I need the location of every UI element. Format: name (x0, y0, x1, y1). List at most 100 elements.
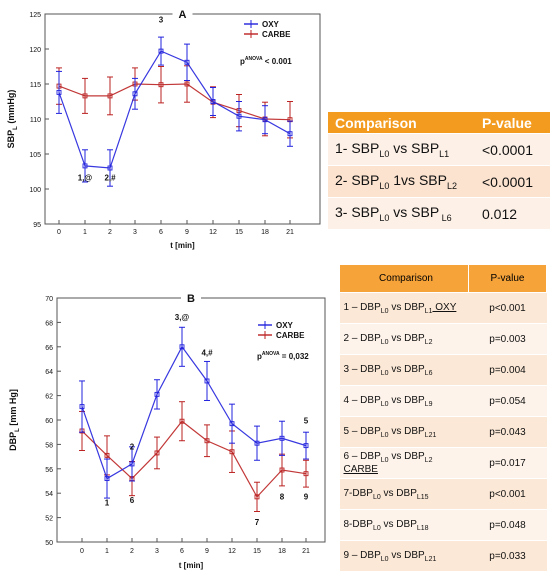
data-point (303, 471, 309, 477)
comparison-cell: 2 – DBPL0 vs DBPL2 (339, 323, 469, 355)
pvalue-cell: p=0.043 (468, 416, 547, 448)
x-tick-label: 3 (155, 548, 159, 555)
subscript: L18 (416, 524, 429, 532)
subscript: L6 (439, 212, 452, 223)
table-row: 2 – DBPL0 vs DBPL2 p=0.003 (339, 323, 547, 355)
comparison-cell: 7-DBPL0 vs DBPL15 (339, 478, 469, 510)
series-line-oxy (58, 50, 291, 169)
y-tick-label: 62 (45, 394, 53, 401)
pvalue-cell: p<0.001 (468, 292, 547, 324)
data-point (154, 450, 160, 456)
title-background (172, 7, 193, 19)
anova-superscript: ANOVA (245, 56, 263, 62)
y-tick-label: 54 (45, 491, 53, 498)
x-tick-label: 9 (205, 548, 209, 555)
x-tick-label: 0 (57, 229, 61, 236)
legend-label: OXY (262, 20, 280, 29)
data-point (56, 89, 62, 95)
data-point (204, 438, 210, 444)
x-tick-label: 6 (159, 229, 163, 236)
legend-label: CARBE (262, 30, 291, 39)
data-point (204, 378, 210, 384)
x-tick-label: 15 (253, 548, 261, 555)
subscript: L0 (380, 369, 389, 377)
pvalue-cell: p=0.048 (468, 509, 547, 541)
comparison-text: vs DBP (388, 394, 425, 406)
table-header-row: Comparison P-value (339, 264, 547, 293)
x-tick-label: 21 (286, 229, 294, 236)
subscript: L0 (380, 400, 389, 408)
subscript: L0 (372, 493, 381, 501)
y-tick-label: 110 (30, 117, 41, 124)
comparison-cell: 5 – DBPL0 vs DBPL21 (339, 416, 469, 448)
x-tick-label: 2 (130, 548, 134, 555)
x-tick-label: 21 (302, 548, 310, 555)
chart-title: B (187, 293, 195, 305)
comparison-cell: 4 – DBPL0 vs DBPL9 (339, 385, 469, 417)
subscript: L2 (424, 457, 433, 464)
table-row: 4 – DBPL0 vs DBPL9 p=0.054 (339, 385, 547, 417)
comparison-text: 9 – DBP (343, 549, 381, 561)
subscript: L0 (372, 524, 381, 532)
y-tick-label: 70 (45, 296, 53, 303)
subscript: L0 (380, 338, 389, 346)
subscript: L21 (424, 555, 437, 563)
y-tick-label: 50 (45, 540, 53, 547)
data-point (158, 48, 164, 54)
comparison-text: 2- SBP (335, 172, 380, 189)
data-point (229, 421, 235, 427)
table-row: 1 – DBPL0 vs DBPL1 OXY p<0.001 (339, 292, 547, 324)
subscript: L0 (379, 148, 390, 159)
column-header-pvalue: P-value (475, 112, 550, 134)
data-point (229, 449, 235, 455)
y-axis-label-part: DBP (8, 432, 18, 451)
y-axis-label-part: SBP (6, 130, 16, 149)
comparison-text: vs DBP (388, 363, 425, 375)
data-point (254, 440, 260, 446)
y-tick-label: 100 (29, 187, 41, 194)
y-axis-label: DBPL [mm Hg] (8, 389, 21, 451)
anova-p: p (257, 352, 262, 361)
point-label: 8 (280, 492, 285, 501)
subscript: L15 (416, 493, 429, 501)
comparison-cell: 9 – DBPL0 vs DBPL21 (339, 540, 469, 571)
x-tick-label: 18 (261, 229, 269, 236)
y-axis-label-subscript: L (13, 126, 19, 130)
x-tick-label: 12 (228, 548, 236, 555)
subscript: L1 (424, 307, 433, 315)
comparison-text: 5 – DBP (343, 425, 381, 437)
table-header-row: Comparison P-value (328, 112, 550, 134)
series-line-carbe (58, 83, 291, 121)
y-tick-label: 95 (33, 222, 41, 229)
y-tick-label: 58 (45, 442, 53, 449)
data-point (179, 418, 185, 424)
data-point (287, 131, 293, 137)
data-point (303, 443, 309, 449)
table-row: 3- SBPL0 vs SBP L6 0.012 (328, 197, 550, 229)
comparison-text: 1- SBP (335, 140, 380, 157)
comparison-text: vs SBP (389, 140, 440, 157)
comparison-text: vs DBP (388, 425, 425, 437)
anova-value: < 0.001 (263, 57, 293, 66)
comparison-text: vs DBP (380, 487, 417, 499)
data-point (79, 404, 85, 410)
x-tick-label: 9 (185, 229, 189, 236)
pvalue-cell: p=0.004 (468, 354, 547, 386)
subscript: L6 (424, 369, 433, 377)
data-point (82, 93, 88, 99)
subscript: L0 (380, 555, 389, 563)
y-tick-label: 60 (45, 418, 53, 425)
y-axis-label-part: (mmHg) (6, 90, 16, 127)
data-point (254, 494, 260, 500)
point-label: 1 (105, 498, 110, 507)
subscript: L9 (424, 400, 433, 408)
comparison-text: 6 – DBP (343, 451, 381, 462)
data-point (210, 99, 216, 104)
data-point (154, 391, 160, 397)
comparison-text: 4 – DBP (343, 394, 381, 406)
anova-value: = 0,032 (280, 352, 310, 361)
comparison-text: vs DBP (388, 301, 425, 313)
point-label: 2 (130, 442, 135, 451)
table-row: 2- SBPL0 1vs SBPL2 <0.0001 (328, 165, 550, 198)
column-header-comparison: Comparison (328, 112, 475, 134)
